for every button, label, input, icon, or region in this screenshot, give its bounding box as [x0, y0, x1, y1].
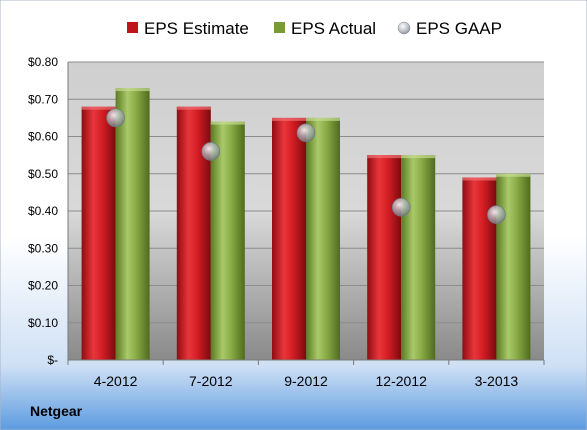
y-tick-label: $0.80: [28, 55, 58, 69]
y-axis: $- $0.10 $0.20 $0.30 $0.40 $0.50 $0.60 $0.70 $0.…: [28, 55, 69, 367]
bar-eps-actual: [210, 121, 245, 360]
bar-eps-estimate: [81, 106, 116, 360]
marker-eps-gaap: [487, 205, 506, 225]
bar-eps-estimate: [462, 177, 497, 360]
bar-top-highlight: [462, 177, 497, 181]
x-tick-label: 7-2012: [189, 373, 233, 389]
legend-swatch-actual: [274, 22, 285, 33]
legend: EPS Estimate EPS Actual EPS GAAP: [127, 19, 502, 38]
bar-eps-actual: [306, 117, 340, 360]
marker-eps-gaap: [201, 142, 221, 161]
bar-top-highlight: [176, 106, 211, 110]
x-axis: 4-2012 7-2012 9-2012 12-2012 3-2013: [67, 359, 545, 389]
bar-top-highlight: [496, 173, 531, 177]
legend-swatch-estimate: [127, 22, 138, 33]
bar-eps-actual: [401, 155, 436, 360]
y-tick-label: $0.40: [28, 204, 58, 218]
legend-item-gaap: EPS GAAP: [397, 19, 502, 38]
legend-label-gaap: EPS GAAP: [416, 19, 502, 38]
bar-top-highlight: [81, 106, 116, 110]
marker-eps-gaap: [296, 123, 316, 143]
bar-top-highlight: [306, 117, 340, 121]
x-tick-label: 3-2013: [475, 373, 519, 389]
bar-eps-estimate: [367, 155, 402, 360]
bar-top-highlight: [367, 155, 402, 159]
y-tick-label: $0.50: [28, 167, 58, 181]
legend-item-actual: EPS Actual: [274, 19, 376, 38]
bar-top-highlight: [272, 117, 306, 121]
legend-marker-gaap: [397, 21, 411, 35]
company-label: Netgear: [30, 403, 83, 419]
plot-area: [68, 61, 544, 361]
marker-eps-gaap: [106, 108, 125, 128]
y-tick-label: $0.20: [28, 279, 58, 293]
bar-eps-actual: [115, 88, 150, 360]
bar-eps-estimate: [272, 117, 306, 360]
legend-label-estimate: EPS Estimate: [144, 19, 249, 38]
bar-eps-actual: [496, 173, 531, 360]
y-tick-label: $0.70: [28, 92, 58, 106]
x-tick-label: 12-2012: [376, 373, 428, 389]
y-tick-label: $-: [47, 353, 58, 367]
y-tick-label: $0.10: [28, 316, 58, 330]
y-tick-label: $0.30: [28, 241, 58, 255]
marker-eps-gaap: [391, 197, 411, 217]
bar-top-highlight: [115, 88, 150, 92]
bar-top-highlight: [210, 121, 245, 125]
legend-item-estimate: EPS Estimate: [127, 19, 249, 38]
y-tick-label: $0.60: [28, 130, 58, 144]
legend-label-actual: EPS Actual: [291, 19, 376, 38]
x-tick-label: 4-2012: [94, 373, 138, 389]
x-tick-label: 9-2012: [284, 373, 328, 389]
bar-top-highlight: [401, 155, 436, 159]
